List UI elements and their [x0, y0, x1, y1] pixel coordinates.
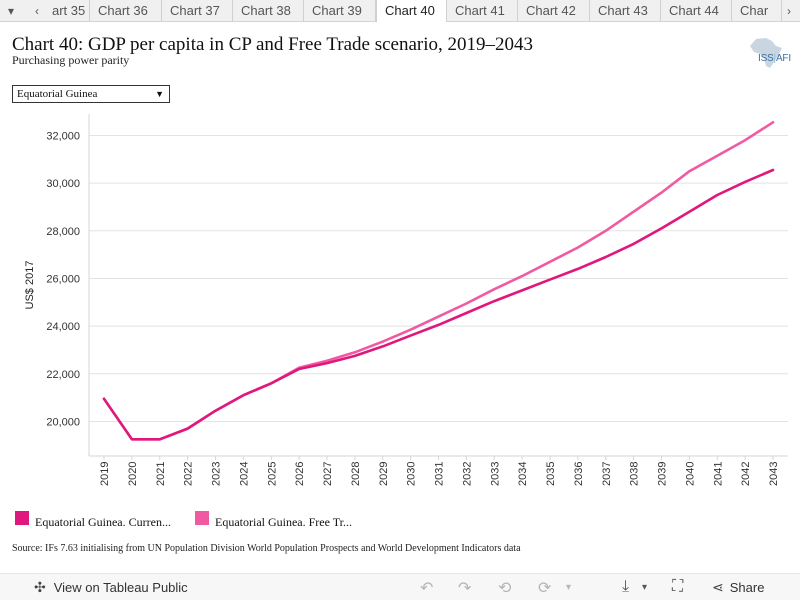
x-tick-label: 2039: [657, 462, 669, 486]
africa-map-logo-icon: [750, 38, 782, 68]
chart-title: Chart 40: GDP per capita in CP and Free …: [12, 34, 534, 55]
x-tick-label: 2043: [768, 462, 780, 486]
x-tick-label: 2038: [629, 462, 641, 486]
y-tick-label: 20,000: [46, 416, 80, 428]
sheet-tab[interactable]: Chart 42: [518, 0, 590, 21]
logo-afi-text: AFI: [775, 53, 791, 64]
chart-subtitle: Purchasing power parity: [12, 53, 130, 67]
share-icon: ⋖: [712, 579, 724, 595]
x-tick-label: 2032: [461, 462, 473, 486]
undo-icon[interactable]: ↶: [420, 580, 434, 597]
tab-scroll-left-icon[interactable]: ‹: [35, 3, 39, 18]
gdp-line-chart: 20,000 22,000 24,000 26,000 28,000 30,000 32,0…: [24, 114, 788, 486]
y-axis-label: US$ 2017: [24, 261, 36, 310]
y-tick-label: 26,000: [46, 273, 80, 285]
download-icon[interactable]: ⤓: [622, 578, 630, 595]
tableau-toolbar: ✣ View on Tableau Public ↶ ↷ ⟲ ⟳ ▾ ⤓ ▾ ⛶…: [0, 573, 800, 600]
sheet-tab[interactable]: Chart 39: [304, 0, 376, 21]
x-tick-label: 2027: [322, 462, 334, 486]
x-tick-label: 2026: [294, 462, 306, 486]
x-tick-label: 2019: [99, 462, 111, 486]
view-on-tableau-link[interactable]: ✣ View on Tableau Public: [34, 579, 188, 596]
share-button[interactable]: ⋖ Share: [712, 579, 764, 596]
x-tick-label: 2035: [545, 462, 557, 486]
y-tick-label: 32,000: [46, 130, 80, 142]
dropdown-arrow-icon: ▼: [155, 89, 164, 99]
x-tick-label: 2025: [266, 462, 278, 486]
legend-item-current-path[interactable]: Equatorial Guinea. Curren...: [15, 509, 171, 529]
x-tick-label: 2022: [183, 462, 195, 486]
x-tick-label: 2030: [406, 462, 418, 486]
revert-icon[interactable]: ⟲: [498, 580, 512, 597]
fullscreen-icon[interactable]: ⛶: [672, 578, 684, 595]
x-tick-label: 2041: [712, 462, 724, 486]
sheet-tab[interactable]: Chart 44: [661, 0, 732, 21]
country-filter-value: Equatorial Guinea: [17, 88, 98, 100]
sheet-tab[interactable]: Chart 38: [233, 0, 304, 21]
x-tick-label: 2021: [155, 462, 167, 486]
legend-swatch-current-path: [15, 511, 29, 525]
y-tick-label: 28,000: [46, 226, 80, 238]
sheet-tab[interactable]: Chart 40: [376, 0, 447, 22]
sheet-tab[interactable]: art 35: [44, 0, 90, 21]
refresh-dropdown-icon[interactable]: ▾: [566, 582, 572, 593]
x-tick-label: 2036: [573, 462, 585, 486]
y-tick-label: 22,000: [46, 369, 80, 381]
tab-menu-dropdown-icon[interactable]: ▾: [7, 3, 15, 18]
sheet-tab[interactable]: Chart 41: [447, 0, 518, 21]
iss-afi-logo: ISS|AFI: [758, 53, 791, 64]
series-line-free-trade: [102, 121, 775, 441]
legend-swatch-free-trade: [195, 511, 209, 525]
country-filter-dropdown[interactable]: Equatorial Guinea ▼: [12, 85, 170, 103]
x-tick-label: 2029: [378, 462, 390, 486]
sheet-tab[interactable]: Chart 43: [590, 0, 661, 21]
x-tick-label: 2031: [434, 462, 446, 486]
y-tick-label: 24,000: [46, 321, 80, 333]
x-tick-label: 2028: [350, 462, 362, 486]
x-tick-label: 2020: [127, 462, 139, 486]
sheet-tab-strip: ▾ ‹ art 35 Chart 36 Chart 37 Chart 38 Chart …: [0, 0, 800, 22]
refresh-icon[interactable]: ⟳: [538, 580, 552, 597]
tableau-logo-icon: ✣: [34, 579, 46, 595]
series-line-current-path: [102, 168, 775, 441]
view-on-tableau-label: View on Tableau Public: [53, 580, 188, 595]
source-note: Source: IFs 7.63 initialising from UN Po…: [12, 543, 521, 554]
legend-item-free-trade[interactable]: Equatorial Guinea. Free Tr...: [195, 509, 352, 529]
sheet-tab[interactable]: Char: [732, 0, 782, 21]
x-tick-label: 2024: [238, 462, 250, 486]
sheet-tab[interactable]: Chart 37: [162, 0, 233, 21]
tab-scroll-right-icon[interactable]: ›: [787, 3, 791, 18]
x-tick-label: 2040: [684, 462, 696, 486]
download-dropdown-icon[interactable]: ▾: [642, 582, 648, 593]
redo-icon[interactable]: ↷: [458, 580, 472, 597]
x-tick-label: 2037: [601, 462, 613, 486]
logo-iss-text: ISS: [758, 53, 774, 64]
sheet-tab[interactable]: Chart 36: [90, 0, 162, 21]
legend-label-current-path: Equatorial Guinea. Curren...: [35, 514, 171, 529]
legend-label-free-trade: Equatorial Guinea. Free Tr...: [215, 514, 352, 529]
x-tick-label: 2034: [517, 462, 529, 486]
y-tick-label: 30,000: [46, 178, 80, 190]
x-tick-label: 2023: [211, 462, 223, 486]
x-tick-label: 2033: [489, 462, 501, 486]
x-tick-label: 2042: [740, 462, 752, 486]
share-label: Share: [729, 580, 765, 595]
